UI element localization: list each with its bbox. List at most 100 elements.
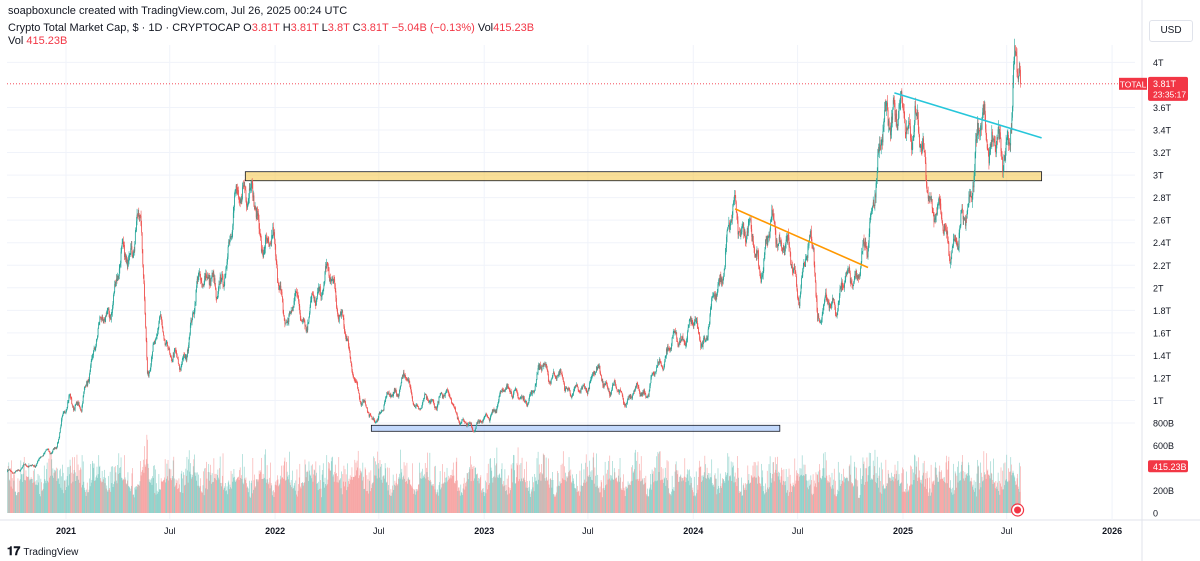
volume-bar	[615, 478, 616, 513]
candle-body	[390, 394, 392, 398]
volume-bar	[210, 475, 212, 513]
volume-bar	[780, 482, 781, 513]
volume-bar	[283, 461, 285, 513]
volume-bar	[112, 466, 113, 513]
candle-body	[269, 242, 271, 246]
volume-bar	[707, 475, 709, 513]
volume-bar	[74, 472, 76, 513]
volume-bar	[1005, 479, 1007, 513]
candle-body	[114, 284, 116, 292]
volume-bar	[483, 491, 485, 513]
volume-bar	[737, 456, 738, 513]
candle-body	[463, 420, 465, 422]
volume-bar	[202, 485, 204, 513]
volume-bar	[218, 479, 220, 513]
candle-body	[407, 379, 409, 382]
candle-body	[594, 372, 596, 376]
candle-body	[580, 391, 581, 393]
candle-body	[193, 313, 195, 315]
candle-body	[373, 418, 375, 422]
volume-bar	[923, 460, 925, 513]
volume-bar	[421, 478, 423, 513]
candle-body	[800, 285, 802, 293]
volume-bar	[620, 488, 622, 513]
volume-bar	[141, 470, 143, 513]
candle-body	[92, 355, 94, 357]
candle-body	[560, 369, 561, 371]
volume-bar	[64, 480, 66, 513]
volume-bar	[74, 457, 75, 513]
volume-bar	[895, 473, 897, 513]
volume-bar	[440, 487, 442, 513]
x-tick-label: Jul	[582, 526, 594, 536]
candle-body	[773, 218, 775, 221]
candle-body	[77, 401, 79, 406]
volume-bar	[467, 479, 469, 513]
volume-bar	[57, 478, 59, 513]
candle-body	[55, 447, 57, 449]
candle-body	[774, 220, 776, 225]
candle-body	[488, 417, 490, 420]
volume-bar	[892, 476, 894, 513]
candle-body	[550, 382, 552, 384]
volume-bar	[95, 477, 97, 513]
volume-bar	[226, 490, 227, 513]
volume-bar	[465, 482, 466, 513]
candle-body	[524, 401, 526, 403]
volume-bar	[709, 473, 711, 513]
volume-bar	[615, 477, 617, 513]
candle-body	[188, 344, 190, 352]
volume-bar	[853, 485, 855, 513]
candle-body	[129, 253, 131, 255]
candle-body	[822, 310, 824, 315]
volume-bar	[698, 467, 700, 513]
volume-bar	[148, 479, 150, 513]
candle-body	[627, 400, 628, 404]
volume-bar	[206, 461, 207, 513]
candle-body	[179, 368, 181, 370]
volume-bar	[116, 480, 117, 513]
candle-body	[747, 224, 749, 233]
volume-bar	[145, 459, 147, 513]
volume-bar	[967, 473, 969, 513]
candle-body	[613, 381, 615, 386]
volume-bar	[613, 468, 615, 513]
candle-body	[331, 278, 333, 280]
candle-body	[592, 372, 594, 375]
candle-body	[38, 458, 40, 461]
volume-bar	[253, 480, 255, 513]
volume-bar	[124, 477, 126, 513]
candle-body	[26, 465, 27, 467]
volume-bar	[789, 492, 790, 513]
volume-bar	[647, 488, 648, 513]
volume-bar	[196, 472, 198, 513]
volume-bar	[655, 481, 657, 513]
volume-bar	[507, 475, 509, 513]
volume-bar	[747, 465, 749, 513]
volume-bar	[368, 493, 369, 513]
candle-body	[167, 341, 168, 347]
volume-bar	[873, 474, 875, 513]
candle-body	[731, 214, 733, 221]
candle-body	[130, 248, 132, 254]
candle-body	[282, 296, 283, 303]
volume-bar	[59, 468, 61, 513]
volume-bar	[480, 475, 482, 513]
volume-bar	[878, 475, 880, 513]
volume-bar	[478, 483, 480, 513]
candle-body	[874, 194, 876, 206]
candle-body	[821, 314, 823, 320]
volume-bar	[276, 480, 278, 513]
candle-body	[243, 185, 245, 187]
volume-bar	[399, 473, 400, 513]
volume-bar	[378, 468, 380, 513]
volume-bar	[229, 484, 231, 513]
volume-bar	[922, 463, 924, 513]
volume-bar	[419, 472, 421, 513]
candle-body	[77, 401, 78, 405]
volume-bar	[684, 477, 686, 513]
candle-body	[379, 412, 381, 414]
candle-body	[196, 278, 198, 286]
candle-body	[327, 263, 329, 268]
